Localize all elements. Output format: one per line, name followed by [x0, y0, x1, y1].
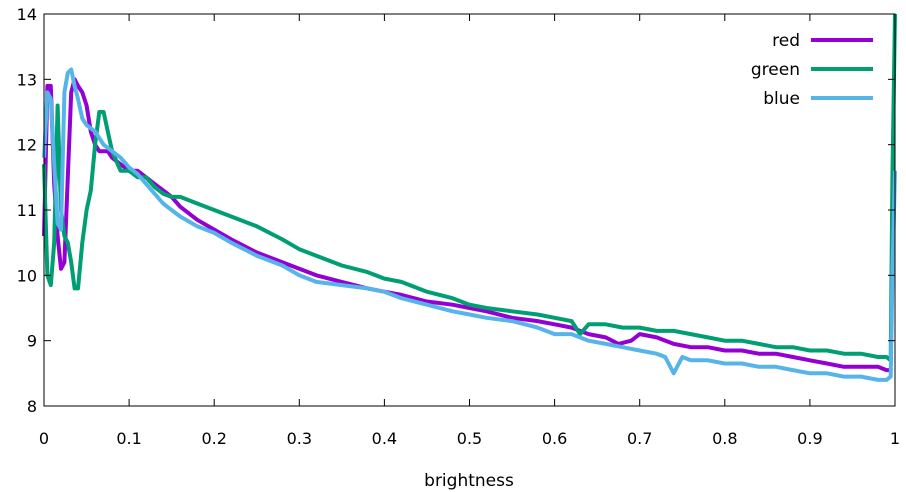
series-line-red	[42, 77, 891, 373]
x-tick-label: 0.8	[712, 429, 737, 448]
y-tick-label: 12	[17, 136, 37, 155]
tick-layer: 0 0.1 0.2 0.3 0.4 0.5 0.6 0.7 0.8 0.9 1 8 9 10 11 12 13 1…	[17, 5, 900, 448]
y-tick-label: 9	[27, 332, 37, 351]
series-line-green	[42, 13, 897, 363]
x-tick-label: 0.1	[116, 429, 141, 448]
x-axis-title: brightness	[424, 471, 514, 491]
legend-label-blue: blue	[763, 89, 800, 109]
x-tick-label: 0.2	[201, 429, 226, 448]
x-tick-label: 1	[890, 429, 900, 448]
y-tick-label: 10	[17, 266, 37, 285]
legend: red green blue	[751, 31, 873, 109]
x-tick-label: 0.4	[372, 429, 397, 448]
series-line-blue	[42, 67, 897, 382]
x-tick-label: 0.7	[627, 429, 652, 448]
x-tick-label: 0.5	[457, 429, 482, 448]
legend-label-green: green	[751, 60, 800, 80]
y-tick-label: 11	[17, 201, 37, 220]
x-tick-label: 0	[39, 429, 49, 448]
x-tick-label: 0.6	[542, 429, 567, 448]
series-layer	[42, 13, 897, 382]
x-tick-label: 0.9	[797, 429, 822, 448]
y-tick-label: 13	[17, 70, 37, 89]
x-tick-label: 0.3	[287, 429, 312, 448]
y-tick-label: 14	[17, 5, 37, 24]
legend-label-red: red	[772, 31, 800, 51]
y-tick-label: 8	[27, 397, 37, 416]
